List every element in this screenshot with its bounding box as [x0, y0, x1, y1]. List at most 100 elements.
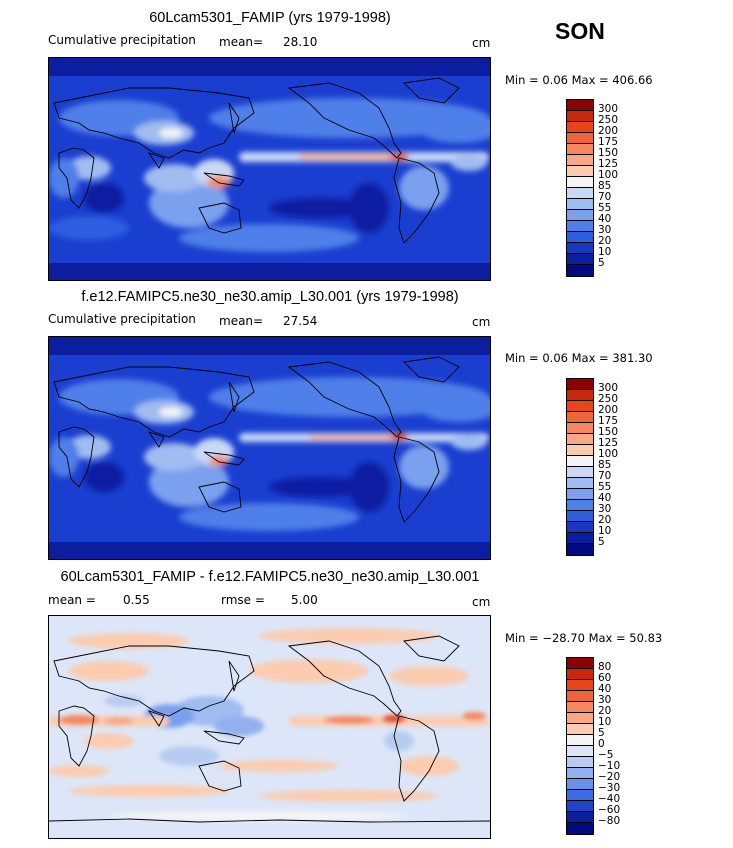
colorbar-swatch	[567, 533, 593, 544]
colorbar-swatch	[567, 823, 593, 834]
colorbar-swatch	[567, 757, 593, 768]
panel-2-mean-value: 27.54	[283, 314, 318, 328]
colorbar-swatch	[567, 746, 593, 757]
colorbar-swatch	[567, 790, 593, 801]
colorbar-swatch	[567, 669, 593, 680]
colorbar-swatch	[567, 445, 593, 456]
colorbar-swatch	[567, 702, 593, 713]
colorbar-level-label: 300	[598, 382, 619, 394]
colorbar-swatch	[567, 713, 593, 724]
panel-1-colorbar	[566, 99, 594, 277]
colorbar-swatch	[567, 489, 593, 500]
panel-3-mean-value: 0.55	[123, 593, 150, 607]
colorbar-level-label: 20	[598, 235, 612, 247]
panel-2-units: cm	[472, 315, 491, 329]
panel-3-mean-label: mean =	[48, 593, 96, 607]
colorbar-swatch	[567, 254, 593, 265]
colorbar-swatch	[567, 544, 593, 555]
colorbar-level-label: 85	[598, 459, 612, 471]
colorbar-level-label: 20	[598, 514, 612, 526]
colorbar-swatch	[567, 390, 593, 401]
colorbar-swatch	[567, 133, 593, 144]
colorbar-level-label: 40	[598, 683, 612, 695]
panel-1-units: cm	[472, 36, 491, 50]
colorbar-level-label: 30	[598, 503, 612, 515]
panel-1-title: 60Lcam5301_FAMIP (yrs 1979-1998)	[149, 10, 391, 26]
colorbar-swatch	[567, 768, 593, 779]
colorbar-swatch	[567, 122, 593, 133]
colorbar-level-label: 20	[598, 705, 612, 717]
colorbar-swatch	[567, 379, 593, 390]
colorbar-level-label: 60	[598, 672, 612, 684]
colorbar-level-label: 55	[598, 481, 612, 493]
colorbar-swatch	[567, 658, 593, 669]
panel-2-colorbar	[566, 378, 594, 556]
colorbar-swatch	[567, 166, 593, 177]
colorbar-swatch	[567, 478, 593, 489]
colorbar-level-label: 150	[598, 147, 619, 159]
colorbar-swatch	[567, 423, 593, 434]
colorbar-level-label: 5	[598, 536, 605, 548]
colorbar-level-label: 5	[598, 257, 605, 269]
colorbar-level-label: −20	[598, 771, 621, 783]
colorbar-swatch	[567, 801, 593, 812]
colorbar-swatch	[567, 691, 593, 702]
panel-3-rmse-label: rmse =	[221, 593, 265, 607]
colorbar-level-label: −10	[598, 760, 621, 772]
colorbar-swatch	[567, 680, 593, 691]
panel-1-variable-label: Cumulative precipitation	[48, 33, 196, 47]
colorbar-swatch	[567, 812, 593, 823]
colorbar-level-label: 125	[598, 158, 619, 170]
colorbar-level-label: 80	[598, 661, 612, 673]
panel-1-mean-label: mean=	[219, 35, 264, 49]
colorbar-swatch	[567, 199, 593, 210]
colorbar-level-label: 5	[598, 727, 605, 739]
colorbar-level-label: 200	[598, 404, 619, 416]
panel-1-map	[48, 57, 491, 281]
colorbar-level-label: 175	[598, 415, 619, 427]
colorbar-swatch	[567, 522, 593, 533]
colorbar-level-label: 150	[598, 426, 619, 438]
panel-3-map	[48, 615, 491, 839]
colorbar-level-label: 0	[598, 738, 605, 750]
colorbar-swatch	[567, 177, 593, 188]
colorbar-level-label: 200	[598, 125, 619, 137]
colorbar-swatch	[567, 155, 593, 166]
colorbar-swatch	[567, 401, 593, 412]
panel-2-minmax: Min = 0.06 Max = 381.30	[505, 351, 653, 365]
colorbar-level-label: 10	[598, 525, 612, 537]
panel-3-minmax: Min = −28.70 Max = 50.83	[505, 631, 663, 645]
colorbar-level-label: −60	[598, 804, 621, 816]
colorbar-level-label: −5	[598, 749, 614, 761]
colorbar-swatch	[567, 456, 593, 467]
colorbar-level-label: 40	[598, 492, 612, 504]
colorbar-swatch	[567, 500, 593, 511]
colorbar-level-label: −30	[598, 782, 621, 794]
colorbar-swatch	[567, 210, 593, 221]
colorbar-swatch	[567, 188, 593, 199]
colorbar-level-label: 100	[598, 169, 619, 181]
colorbar-swatch	[567, 779, 593, 790]
colorbar-swatch	[567, 511, 593, 522]
colorbar-swatch	[567, 100, 593, 111]
colorbar-level-label: 10	[598, 716, 612, 728]
colorbar-level-label: 85	[598, 180, 612, 192]
colorbar-level-label: 100	[598, 448, 619, 460]
colorbar-swatch	[567, 434, 593, 445]
panel-3-units: cm	[472, 595, 491, 609]
panel-2-mean-label: mean=	[219, 314, 264, 328]
panel-3-title: 60Lcam5301_FAMIP - f.e12.FAMIPC5.ne30_ne…	[60, 569, 480, 585]
colorbar-swatch	[567, 232, 593, 243]
panel-2-map	[48, 336, 491, 560]
season-label: SON	[555, 18, 605, 44]
colorbar-swatch	[567, 467, 593, 478]
colorbar-level-label: 125	[598, 437, 619, 449]
panel-1-minmax: Min = 0.06 Max = 406.66	[505, 73, 653, 87]
colorbar-level-label: 250	[598, 393, 619, 405]
colorbar-level-label: 40	[598, 213, 612, 225]
colorbar-level-label: 70	[598, 470, 612, 482]
colorbar-swatch	[567, 412, 593, 423]
colorbar-level-label: −40	[598, 793, 621, 805]
colorbar-level-label: 55	[598, 202, 612, 214]
panel-3-colorbar	[566, 657, 594, 835]
